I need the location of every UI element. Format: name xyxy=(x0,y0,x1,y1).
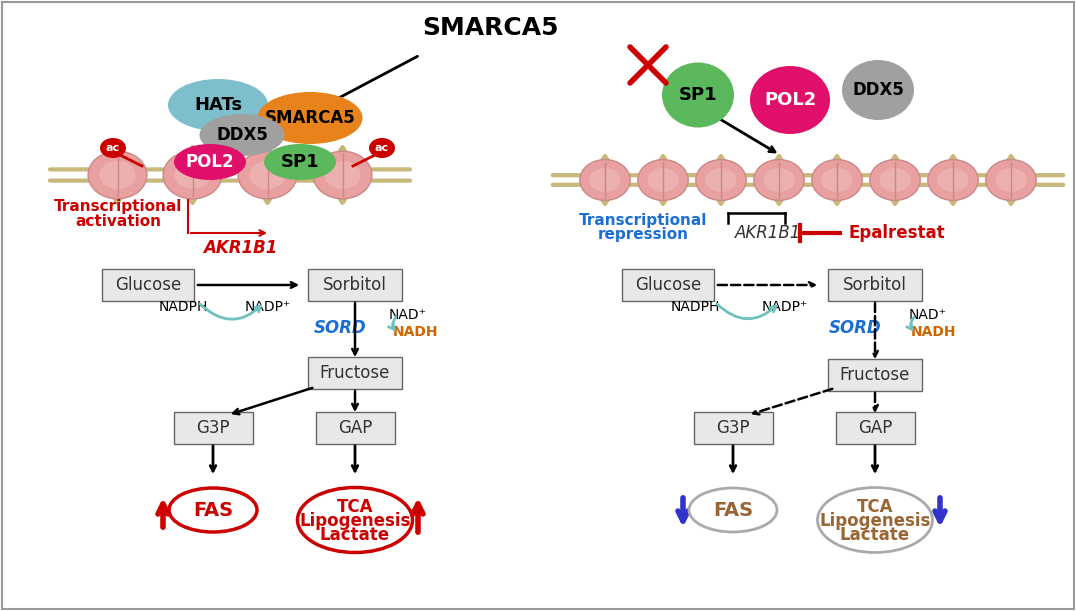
Ellipse shape xyxy=(763,168,794,192)
Ellipse shape xyxy=(638,159,689,200)
Text: NADP⁺: NADP⁺ xyxy=(762,300,808,314)
FancyBboxPatch shape xyxy=(622,269,714,301)
Text: Transcriptional: Transcriptional xyxy=(579,213,707,227)
Text: Epalrestat: Epalrestat xyxy=(848,224,945,242)
Ellipse shape xyxy=(662,62,734,128)
Ellipse shape xyxy=(174,144,246,180)
Ellipse shape xyxy=(754,159,804,200)
Ellipse shape xyxy=(696,159,746,200)
Text: ac: ac xyxy=(374,143,390,153)
Ellipse shape xyxy=(297,488,412,552)
Ellipse shape xyxy=(250,161,286,189)
Text: Lipogenesis: Lipogenesis xyxy=(299,512,411,530)
Text: NADH: NADH xyxy=(393,325,438,339)
Text: Fructose: Fructose xyxy=(839,366,910,384)
Text: TCA: TCA xyxy=(337,498,373,516)
Text: repression: repression xyxy=(597,227,689,243)
FancyBboxPatch shape xyxy=(829,269,922,301)
Ellipse shape xyxy=(928,159,978,200)
Text: NADPH: NADPH xyxy=(158,300,208,314)
Text: POL2: POL2 xyxy=(186,153,235,171)
FancyBboxPatch shape xyxy=(173,412,253,444)
Text: SORD: SORD xyxy=(314,319,366,337)
Text: NADP⁺: NADP⁺ xyxy=(245,300,292,314)
Text: NAD⁺: NAD⁺ xyxy=(909,308,947,322)
Text: GAP: GAP xyxy=(858,419,892,437)
Ellipse shape xyxy=(986,159,1036,200)
Text: G3P: G3P xyxy=(196,419,230,437)
Ellipse shape xyxy=(264,144,336,180)
Text: NADH: NADH xyxy=(911,325,957,339)
FancyBboxPatch shape xyxy=(694,412,773,444)
Text: SP1: SP1 xyxy=(679,86,718,104)
Ellipse shape xyxy=(199,114,284,156)
Ellipse shape xyxy=(821,168,852,192)
FancyBboxPatch shape xyxy=(829,359,922,391)
Ellipse shape xyxy=(313,151,372,199)
Text: FAS: FAS xyxy=(713,500,753,519)
Ellipse shape xyxy=(168,79,268,131)
Ellipse shape xyxy=(995,168,1027,192)
Ellipse shape xyxy=(811,159,862,200)
Text: AKR1B1: AKR1B1 xyxy=(202,239,278,257)
Text: Glucose: Glucose xyxy=(635,276,702,294)
Text: G3P: G3P xyxy=(717,419,750,437)
Text: Sorbitol: Sorbitol xyxy=(323,276,387,294)
Text: FAS: FAS xyxy=(193,500,233,519)
FancyBboxPatch shape xyxy=(102,269,194,301)
Ellipse shape xyxy=(88,151,147,199)
Text: TCA: TCA xyxy=(856,498,893,516)
Ellipse shape xyxy=(818,488,933,552)
Text: Transcriptional: Transcriptional xyxy=(54,200,182,214)
Ellipse shape xyxy=(689,488,777,532)
Text: Lactate: Lactate xyxy=(840,526,910,544)
Ellipse shape xyxy=(580,159,631,200)
Text: Glucose: Glucose xyxy=(115,276,181,294)
Text: Lactate: Lactate xyxy=(320,526,391,544)
Text: Fructose: Fructose xyxy=(320,364,391,382)
Text: activation: activation xyxy=(75,214,161,230)
Text: POL2: POL2 xyxy=(764,91,816,109)
Text: NAD⁺: NAD⁺ xyxy=(390,308,427,322)
Ellipse shape xyxy=(324,161,360,189)
FancyBboxPatch shape xyxy=(308,357,402,389)
Text: AKR1B1: AKR1B1 xyxy=(735,224,802,242)
Text: SMARCA5: SMARCA5 xyxy=(265,109,355,127)
FancyBboxPatch shape xyxy=(308,269,402,301)
Text: Lipogenesis: Lipogenesis xyxy=(819,512,931,530)
Ellipse shape xyxy=(869,159,920,200)
Ellipse shape xyxy=(164,151,222,199)
Ellipse shape xyxy=(879,168,910,192)
Text: SORD: SORD xyxy=(829,319,881,337)
Text: Sorbitol: Sorbitol xyxy=(844,276,907,294)
Ellipse shape xyxy=(590,168,621,192)
Ellipse shape xyxy=(937,168,968,192)
Ellipse shape xyxy=(843,60,914,120)
Text: DDX5: DDX5 xyxy=(216,126,268,144)
Text: HATs: HATs xyxy=(194,96,242,114)
Ellipse shape xyxy=(706,168,737,192)
Ellipse shape xyxy=(369,138,395,158)
Ellipse shape xyxy=(100,138,126,158)
Ellipse shape xyxy=(99,161,136,189)
Ellipse shape xyxy=(257,92,363,144)
Ellipse shape xyxy=(648,168,679,192)
Text: SP1: SP1 xyxy=(281,153,320,171)
Text: GAP: GAP xyxy=(338,419,372,437)
Text: DDX5: DDX5 xyxy=(852,81,904,99)
Text: ac: ac xyxy=(105,143,121,153)
Text: SMARCA5: SMARCA5 xyxy=(422,16,558,40)
FancyBboxPatch shape xyxy=(315,412,395,444)
Ellipse shape xyxy=(174,161,211,189)
Text: NADPH: NADPH xyxy=(670,300,720,314)
Ellipse shape xyxy=(750,66,830,134)
Ellipse shape xyxy=(169,488,257,532)
Ellipse shape xyxy=(238,151,297,199)
FancyBboxPatch shape xyxy=(835,412,915,444)
